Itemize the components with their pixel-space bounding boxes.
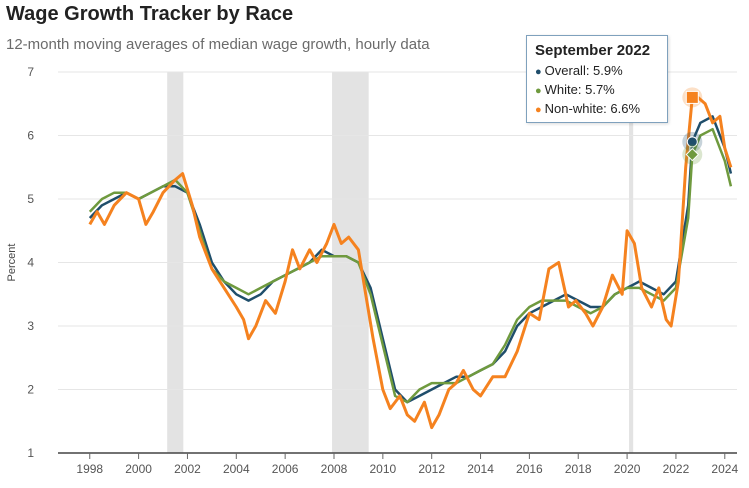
series-line-white (88, 127, 733, 404)
white-bullet-icon: ● (535, 85, 542, 97)
tooltip-overall-value: Overall: 5.9% (544, 63, 623, 78)
x-tick-label-2002: 2002 (174, 462, 201, 476)
x-tick-label-2014: 2014 (467, 462, 494, 476)
tooltip-white-value: White: 5.7% (544, 82, 615, 97)
series-line-non-white (88, 95, 733, 430)
x-tick-label-2008: 2008 (321, 462, 348, 476)
x-tick-label-2024: 2024 (711, 462, 738, 476)
tooltip-date: September 2022 (535, 42, 651, 59)
chart-subtitle: 12-month moving averages of median wage … (6, 36, 430, 53)
x-tick-label-1998: 1998 (76, 462, 103, 476)
tooltip-row-nonwhite: ● Non-white: 6.6% (535, 100, 659, 119)
tooltip-nonwhite-value: Non-white: 6.6% (544, 101, 641, 116)
tooltip-row-white: ● White: 5.7% (535, 81, 659, 100)
overall-bullet-icon: ● (535, 66, 542, 78)
x-tick-label-2016: 2016 (516, 462, 543, 476)
x-tick-label-2004: 2004 (223, 462, 250, 476)
nonwhite-bullet-icon: ● (535, 104, 542, 116)
highlight-marker-overall (686, 136, 698, 148)
y-tick-label-7: 7 (27, 65, 34, 79)
x-tick-label-2020: 2020 (614, 462, 641, 476)
y-axis-label: Percent (6, 244, 18, 282)
x-tick-label-2012: 2012 (418, 462, 445, 476)
y-tick-label-6: 6 (27, 129, 34, 143)
y-tick-label-3: 3 (27, 319, 34, 333)
y-tick-label-2: 2 (27, 383, 34, 397)
tooltip-row-overall: ● Overall: 5.9% (535, 62, 659, 81)
x-tick-label-2018: 2018 (565, 462, 592, 476)
highlight-marker-white (685, 147, 700, 162)
y-tick-label-5: 5 (27, 192, 34, 206)
x-tick-label-2006: 2006 (272, 462, 299, 476)
series-line-overall (88, 115, 733, 404)
chart-title: Wage Growth Tracker by Race (6, 3, 294, 25)
y-tick-label-1: 1 (27, 446, 34, 460)
highlight-marker-non-white (685, 90, 699, 104)
y-tick-label-4: 4 (27, 256, 34, 270)
x-tick-label-2000: 2000 (125, 462, 152, 476)
x-tick-label-2022: 2022 (663, 462, 690, 476)
chart-tooltip: September 2022 ● Overall: 5.9% ● White: 5.… (526, 35, 668, 123)
x-tick-label-2010: 2010 (369, 462, 396, 476)
